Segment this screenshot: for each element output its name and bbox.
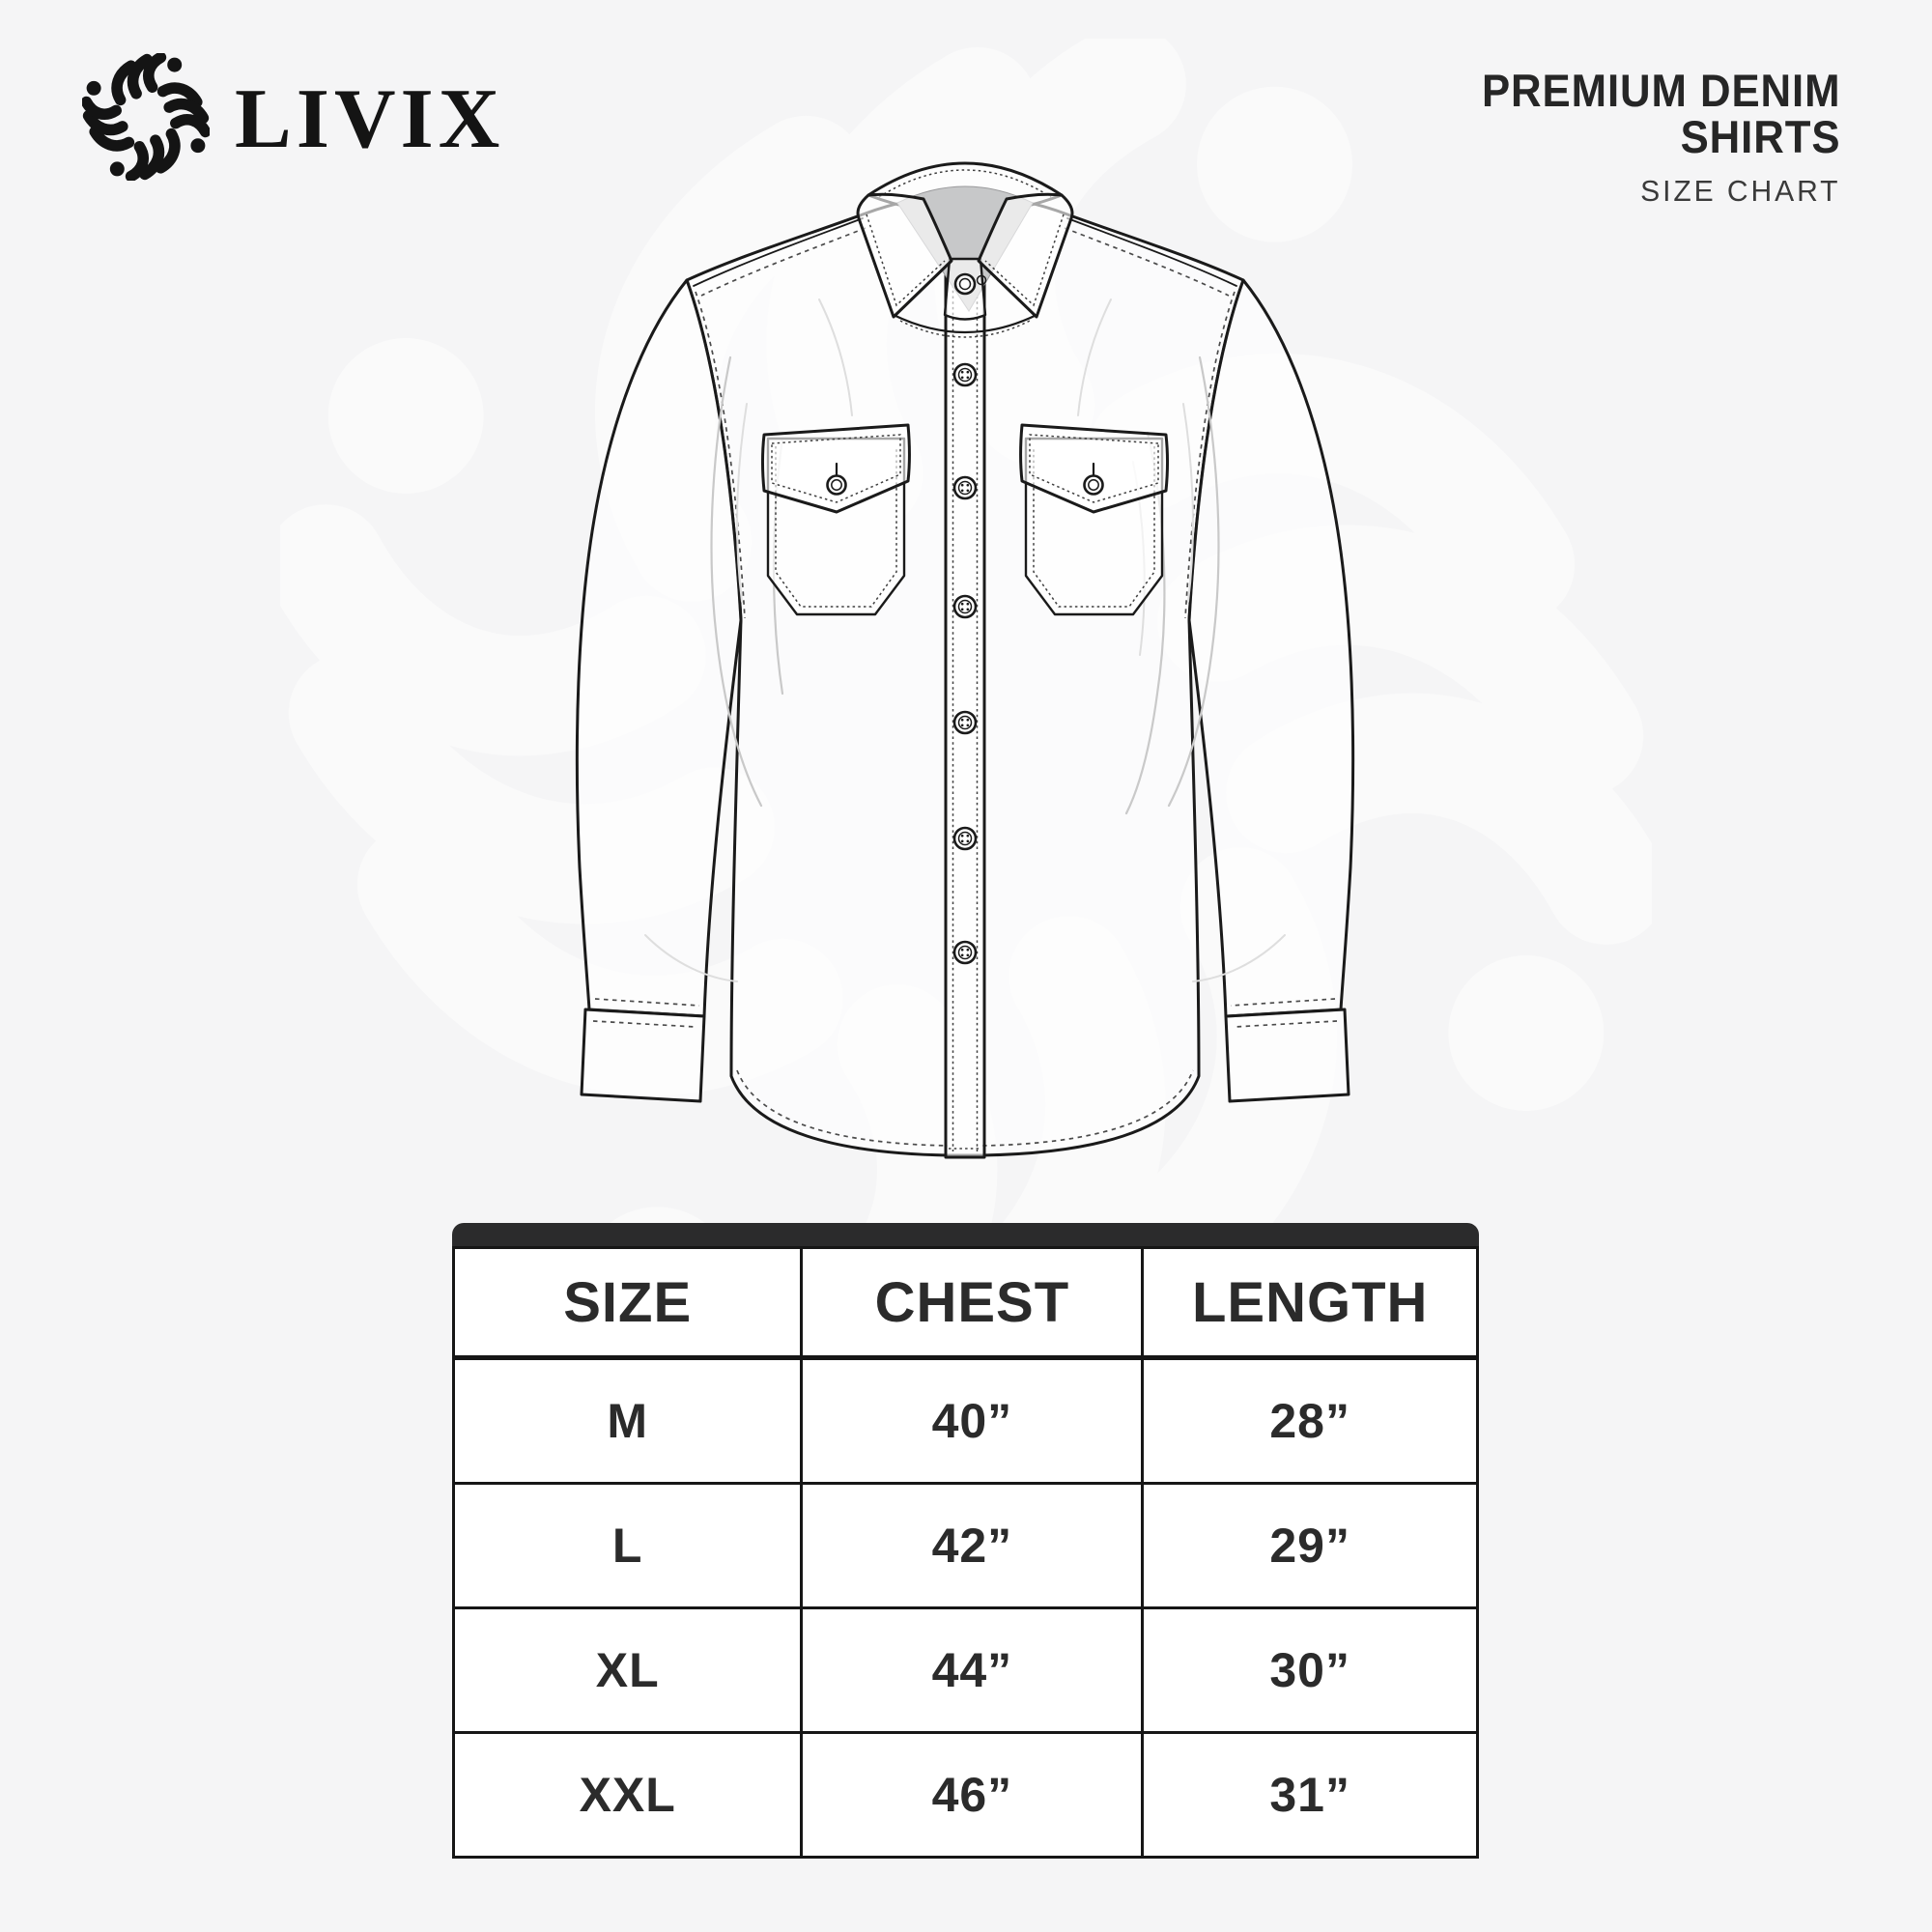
table-row: M 40” 28” [451, 1356, 1479, 1485]
product-title-line1: PREMIUM DENIM [1481, 65, 1840, 116]
chest-cell: 44” [800, 1606, 1145, 1734]
table-row: XXL 46” 31” [451, 1731, 1479, 1859]
chest-cell: 42” [800, 1482, 1145, 1609]
length-cell: 31” [1141, 1731, 1479, 1859]
column-header-length: LENGTH [1141, 1246, 1479, 1360]
livix-logo-icon [82, 53, 210, 181]
placket-buttons [952, 362, 978, 965]
size-cell: M [451, 1356, 804, 1485]
size-chart-subtitle: SIZE CHART [1639, 173, 1840, 208]
brand-logo: LIVIX [82, 53, 504, 181]
product-title-line2: SHIRTS [1680, 110, 1840, 162]
chest-cell: 46” [800, 1731, 1145, 1859]
size-cell: XL [451, 1606, 804, 1734]
length-cell: 29” [1141, 1482, 1479, 1609]
size-cell: L [451, 1482, 804, 1609]
table-header-row: SIZE CHEST LENGTH [451, 1246, 1479, 1360]
brand-name: LIVIX [235, 72, 505, 166]
chest-cell: 40” [800, 1356, 1145, 1485]
table-row: XL 44” 30” [451, 1606, 1479, 1734]
size-chart-table: SIZE CHEST LENGTH M 40” 28” L 42” 29” XL [451, 1246, 1479, 1859]
shirt-illustration [575, 161, 1355, 1159]
table-row: L 42” 29” [451, 1482, 1479, 1609]
size-chart-header-bar [452, 1223, 1479, 1248]
length-cell: 28” [1141, 1356, 1479, 1485]
column-header-chest: CHEST [800, 1246, 1145, 1360]
page-header: PREMIUM DENIM SHIRTS SIZE CHART [1455, 68, 1840, 209]
length-cell: 30” [1141, 1606, 1479, 1734]
size-cell: XXL [451, 1731, 804, 1859]
size-chart: SIZE CHEST LENGTH M 40” 28” L 42” 29” XL [451, 1223, 1479, 1859]
column-header-size: SIZE [451, 1246, 804, 1360]
